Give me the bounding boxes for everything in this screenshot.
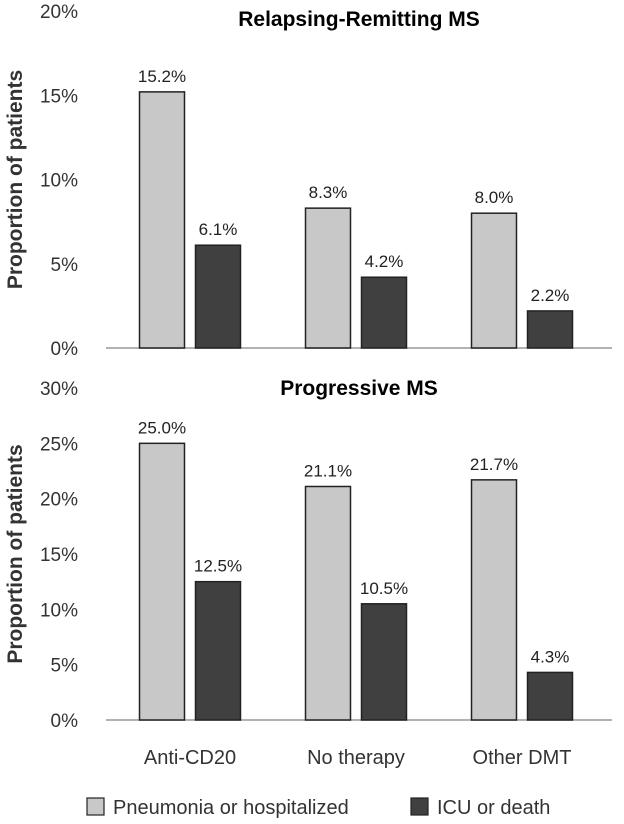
y-tick-label: 15% xyxy=(40,86,78,107)
category-axis: Anti-CD20 No therapy Other DMT xyxy=(144,747,572,769)
data-label: 8.3% xyxy=(309,183,348,202)
y-tick-label: 5% xyxy=(51,255,79,276)
y-tick-label: 20% xyxy=(40,490,78,511)
y-tick-label: 20% xyxy=(40,2,78,23)
bar-pneumonia-or-hospitalized-anti-cd20 xyxy=(138,91,186,349)
legend-label: Pneumonia or hospitalized xyxy=(113,797,349,819)
data-label: 21.1% xyxy=(304,461,352,480)
data-label: 12.5% xyxy=(194,557,242,576)
bar-icu-or-death-anti-cd20 xyxy=(194,580,242,721)
y-tick-label: 0% xyxy=(51,711,79,732)
panel-relapsing-remitting: 0% 5% 10% 15% 20% Relapsing-Remitting MS Propo… xyxy=(4,2,612,360)
legend: Pneumonia or hospitalized ICU or death xyxy=(86,797,550,819)
bar-pneumonia-or-hospitalized-no-therapy xyxy=(304,207,352,349)
bar-pneumonia-or-hospitalized-no-therapy xyxy=(304,485,352,721)
y-tick-label: 30% xyxy=(40,379,78,400)
data-label: 8.0% xyxy=(475,188,514,207)
y-tick-label: 10% xyxy=(40,171,78,192)
bar-icu-or-death-anti-cd20 xyxy=(194,244,242,349)
panel-progressive: 0% 5% 10% 15% 20% 25% 30% Progressive MS Proport… xyxy=(4,377,612,732)
y-tick-label: 0% xyxy=(51,339,79,360)
data-label: 25.0% xyxy=(138,418,186,437)
bar-pneumonia-or-hospitalized-anti-cd20 xyxy=(138,442,186,721)
bar-icu-or-death-other-dmt xyxy=(526,671,574,721)
category-label-no-therapy: No therapy xyxy=(307,747,405,769)
y-axis-label: Proportion of patients xyxy=(4,70,27,289)
data-label: 4.2% xyxy=(365,252,404,271)
legend-swatch-icu-or-death xyxy=(410,797,429,816)
bar-pneumonia-or-hospitalized-other-dmt xyxy=(470,212,518,349)
data-label: 2.2% xyxy=(531,286,570,305)
category-label-anti-cd20: Anti-CD20 xyxy=(144,747,236,769)
y-tick-label: 5% xyxy=(51,656,79,677)
y-tick-label: 25% xyxy=(40,434,78,455)
bar-icu-or-death-no-therapy xyxy=(360,603,408,721)
bar-icu-or-death-other-dmt xyxy=(526,310,574,349)
data-label: 4.3% xyxy=(531,647,570,666)
bar-icu-or-death-no-therapy xyxy=(360,276,408,349)
legend-swatch-pneumonia-or-hospitalized xyxy=(86,797,105,816)
bar-pneumonia-or-hospitalized-other-dmt xyxy=(470,479,518,721)
legend-label: ICU or death xyxy=(437,797,550,819)
data-label: 6.1% xyxy=(199,220,238,239)
chart-title: Relapsing-Remitting MS xyxy=(238,8,480,31)
y-tick-label: 10% xyxy=(40,600,78,621)
data-label: 10.5% xyxy=(360,579,408,598)
category-label-other-dmt: Other DMT xyxy=(473,747,572,769)
y-axis-label: Proportion of patients xyxy=(4,444,27,663)
data-label: 21.7% xyxy=(470,455,518,474)
data-label: 15.2% xyxy=(138,67,186,86)
chart-title: Progressive MS xyxy=(280,377,438,400)
y-tick-label: 15% xyxy=(40,545,78,566)
